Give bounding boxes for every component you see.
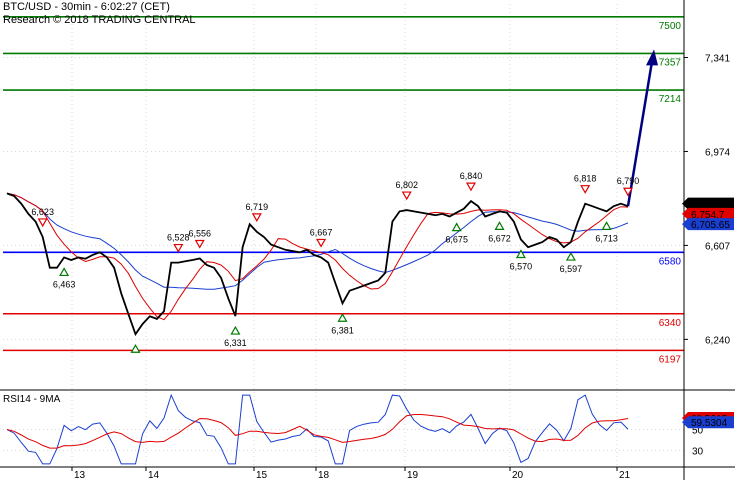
swing-low-label: 6,463 <box>53 279 76 289</box>
swing-high-label: 6,719 <box>246 202 269 212</box>
chart-header-copyright: Research © 2018 TRADING CENTRAL <box>3 14 196 26</box>
key-levels: 7500 7357 7214 6580 6340 6197 <box>3 15 684 365</box>
grid-lines <box>3 4 684 466</box>
swing-high-marker <box>580 185 591 194</box>
price-tick-label: 7,341 <box>705 54 730 65</box>
swing-low-marker <box>59 267 70 277</box>
swing-low-label: 6,672 <box>488 233 511 243</box>
rsi-ma-line <box>6 414 629 449</box>
swing-high-marker <box>251 213 262 223</box>
time-tick-label: 19 <box>407 470 419 480</box>
swing-low-label: 6,331 <box>224 338 247 348</box>
swing-high-label: 6,818 <box>574 174 597 184</box>
swing-high-label: 6,623 <box>31 207 54 217</box>
price-tag-label: 6,754.7 <box>691 210 725 221</box>
swing-high-label: 6,790 <box>617 176 640 186</box>
price-tick-label: 6,974 <box>705 147 730 158</box>
swing-low-label: 6,381 <box>331 325 354 335</box>
time-tick-label: 15 <box>256 470 268 480</box>
swing-high-marker <box>401 191 412 201</box>
price-tag-label: 6,705.65 <box>691 220 730 231</box>
price-tag <box>682 207 734 220</box>
swing-high-label: 6,528 <box>167 233 190 243</box>
swing-low-marker <box>565 251 576 261</box>
price-tick-label: 6,607 <box>705 241 730 252</box>
time-tick-label: 20 <box>512 470 524 480</box>
rsi-line <box>6 393 629 465</box>
swing-low-label: 6,713 <box>595 233 618 243</box>
resistance-level-label: 7357 <box>659 57 682 68</box>
support-level-label: 6197 <box>659 354 682 365</box>
time-tick-label: 13 <box>74 470 86 480</box>
price-tag <box>682 197 734 210</box>
swing-low-marker <box>337 313 348 322</box>
rsi-title: RSI14 - 9MA <box>3 394 61 405</box>
swing-low-marker <box>230 325 241 335</box>
rsi-tag-label: 59.5304 <box>691 418 728 429</box>
price-tick-label: 6,240 <box>705 335 730 346</box>
swing-low-marker <box>130 344 141 353</box>
swing-low-marker <box>494 221 505 230</box>
rsi-tick-label: 50 <box>692 426 704 437</box>
swing-low-marker <box>601 221 612 230</box>
pivot-level-label: 6580 <box>659 256 682 267</box>
price-tag <box>682 218 734 231</box>
swing-high-label: 6,802 <box>395 180 418 190</box>
projection-arrow <box>626 61 654 207</box>
price-tag-label: 6,770.91 <box>691 200 730 211</box>
slow-moving-average <box>6 192 629 290</box>
resistance-level-label: 7500 <box>659 21 682 32</box>
swing-high-marker <box>622 187 634 197</box>
swing-low-marker <box>515 249 526 259</box>
time-tick-label: 21 <box>619 470 631 480</box>
swing-low-label: 6,570 <box>510 262 533 272</box>
rsi-panel <box>6 393 629 465</box>
swing-high-label: 6,840 <box>460 171 483 181</box>
swing-high-marker <box>316 238 327 248</box>
swing-high-marker <box>173 243 184 253</box>
swing-low-label: 6,675 <box>445 235 468 245</box>
swing-high-marker <box>465 182 476 192</box>
time-tick-label: 14 <box>148 470 160 480</box>
rsi-tick-label: 30 <box>692 446 704 457</box>
swing-high-label: 6,667 <box>310 227 333 237</box>
fast-moving-average <box>6 192 629 321</box>
support-level-label: 6340 <box>659 318 682 329</box>
chart-header-symbol: BTC/USD - 30min - 6:02:27 (CET) <box>3 1 170 13</box>
swing-low-marker <box>451 222 462 232</box>
rsi-tag <box>682 416 734 429</box>
projection-arrow-head <box>646 49 658 66</box>
swing-high-marker <box>194 239 205 249</box>
resistance-level-label: 7214 <box>659 94 682 105</box>
swing-high-marker <box>37 218 48 228</box>
swing-high-label: 6,556 <box>188 228 211 238</box>
price-series <box>6 49 658 337</box>
swing-low-label: 6,597 <box>560 264 583 274</box>
time-tick-label: 18 <box>318 470 330 480</box>
price-line <box>6 192 629 337</box>
